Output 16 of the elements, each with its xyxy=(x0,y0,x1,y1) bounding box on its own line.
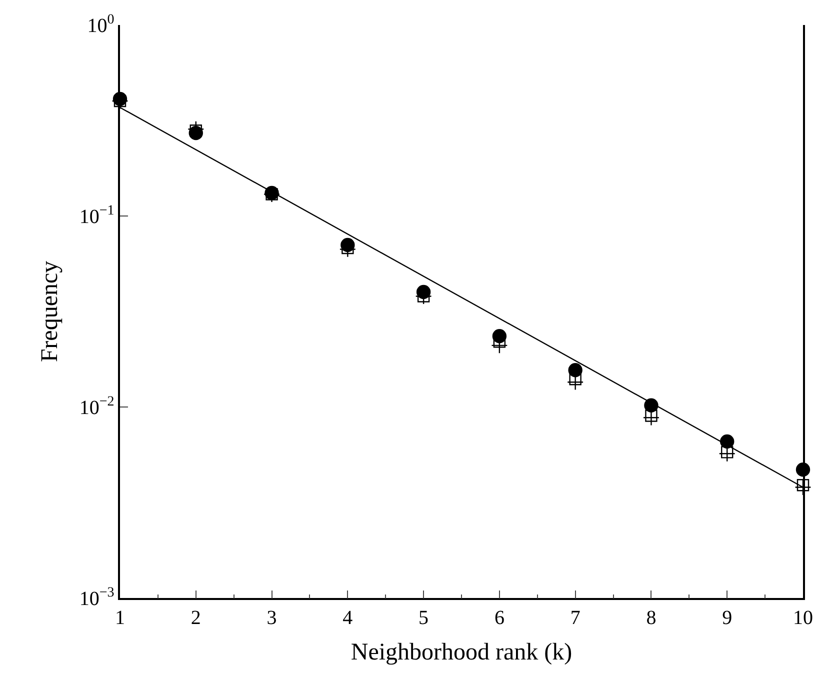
y-tick-label: 10$^{0}$ xyxy=(87,12,114,37)
y-axis-title: Frequency xyxy=(36,260,63,362)
x-axis-title: Neighborhood rank (k) xyxy=(350,640,572,666)
x-tick-label: 4 xyxy=(342,606,353,629)
x-tick-label: 6 xyxy=(494,606,504,629)
y-tick-label: 10$^{−2}$ xyxy=(79,394,114,419)
x-tick-label: 1 xyxy=(115,606,125,629)
y-tick-label: 10$^{−3}$ xyxy=(79,586,114,610)
x-tick-label: 5 xyxy=(418,606,429,629)
x-tick-label: 9 xyxy=(722,606,732,629)
x-tick-label: 8 xyxy=(646,606,656,629)
y-tick-label: 10$^{−1}$ xyxy=(79,204,114,228)
x-tick-label: 3 xyxy=(266,606,277,629)
x-tick-label: 2 xyxy=(190,606,201,629)
x-tick-label: 7 xyxy=(570,606,580,629)
x-tick-label: 10 xyxy=(793,606,813,629)
